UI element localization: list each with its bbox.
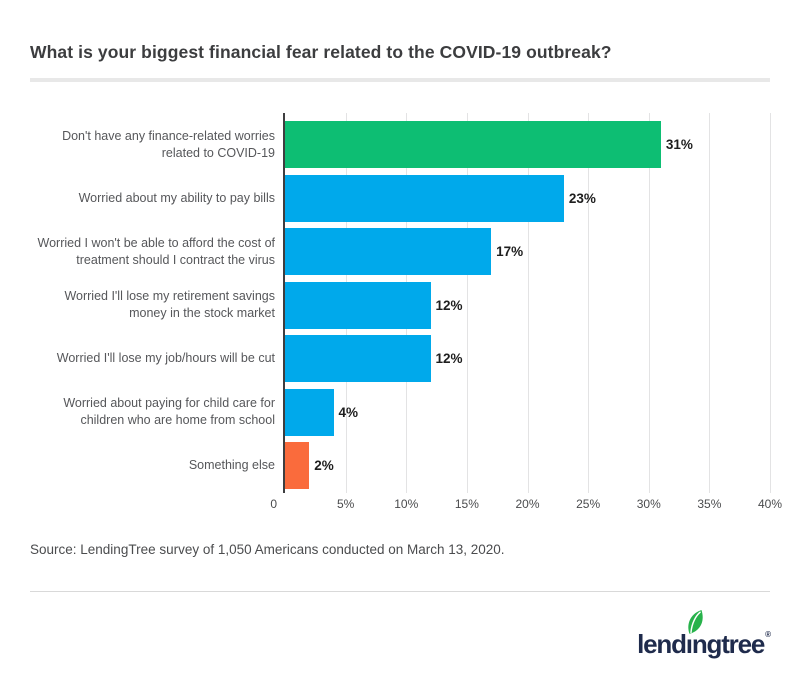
bar [285,335,431,383]
x-tick-label: 40% [757,497,783,511]
plot-area: 31% 23% 17% 12% 12% 4% 2% [283,113,771,493]
bar-chart: Don't have any finance-related worries r… [30,113,771,493]
category-labels-column: Don't have any finance-related worries r… [30,113,283,493]
gridline [709,113,711,493]
x-tick-label: 25% [576,497,601,511]
bar-row: 12% [285,332,770,386]
bar [285,228,492,276]
category-label: Worried I'll lose my retirement savings … [64,289,275,321]
value-label: 23% [568,190,596,206]
x-axis: 0 5% 10% 15% 20% 25% 30% 35% 40% [270,497,782,513]
bar-row: 2% [285,439,770,493]
x-tick-label: 20% [515,497,540,511]
bar [285,174,564,222]
value-label: 31% [665,137,693,153]
value-label: 4% [338,404,359,420]
category-label: Don't have any finance-related worries r… [62,128,275,160]
value-label: 2% [314,458,334,474]
bar [285,442,310,490]
x-tick-label: 10% [394,497,419,511]
bar-row: 23% [285,172,770,226]
category-label: Worried about my ability to pay bills [78,190,275,205]
chart-title: What is your biggest financial fear rela… [30,42,612,62]
x-tick-label: 35% [697,497,722,511]
bar-row: 4% [285,386,770,440]
bar-row: 31% [285,118,770,172]
category-label: Something else [188,458,275,473]
logo-text: lendıngtree [637,629,765,659]
lendingtree-leaf-icon [684,609,706,634]
bar-row: 17% [285,225,770,279]
gridline [466,113,468,493]
x-tick-label: 15% [454,497,479,511]
title-divider [30,78,770,82]
bar [285,388,334,436]
gridline [588,113,590,493]
category-label: Worried I won't be able to afford the co… [37,235,275,267]
gridline [527,113,529,493]
source-note: Source: LendingTree survey of 1,050 Amer… [30,542,505,557]
lendingtree-logo: lendıngtree® [637,609,771,662]
x-tick-label: 30% [636,497,661,511]
gridline [648,113,650,493]
value-label: 12% [435,297,463,313]
bar [285,281,431,329]
category-label: Worried about paying for child care for … [63,396,275,428]
x-tick-label: 5% [336,497,355,511]
bar [285,121,661,169]
category-label: Worried I'll lose my job/hours will be c… [56,351,275,366]
footer-divider [30,591,770,592]
registered-mark: ® [765,630,771,639]
x-tick-label: 0 [270,497,277,511]
value-label: 12% [435,351,463,367]
gridline [770,113,771,493]
bar-row: 12% [285,279,770,333]
value-label: 17% [496,244,524,260]
